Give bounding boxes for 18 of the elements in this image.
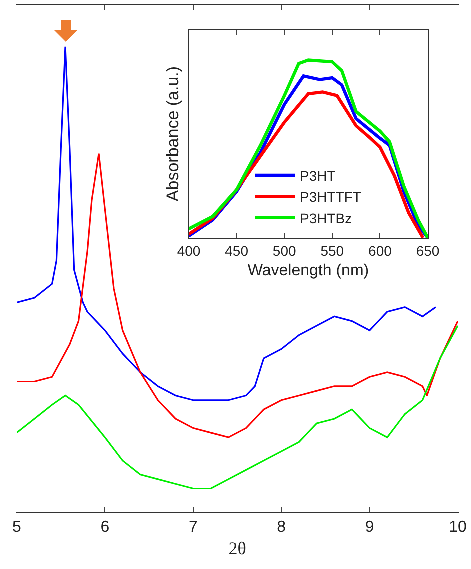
- x-tick-label: 400: [177, 242, 201, 259]
- legend-label: P3HTBz: [300, 210, 352, 226]
- x-tick-label: 7: [188, 519, 198, 536]
- x-tick-label: 500: [272, 242, 296, 259]
- x-tick-label: 550: [320, 242, 344, 259]
- legend-label: P3HT: [300, 168, 336, 184]
- x-tick-label: 10: [449, 519, 467, 536]
- x-tick-label: 6: [100, 519, 110, 536]
- x-tick-label: 9: [365, 519, 374, 536]
- x-tick-label: 650: [416, 242, 440, 259]
- x-tick-label: 8: [277, 519, 286, 536]
- x-tick-label: 450: [225, 242, 249, 259]
- legend-label: P3HTTFT: [300, 189, 362, 206]
- x-axis-title: Wavelength (nm): [248, 262, 370, 280]
- y-axis-title: Absorbance (a.u.): [164, 66, 183, 202]
- x-axis-title: 2θ: [228, 538, 246, 558]
- x-tick-label: 5: [12, 519, 22, 536]
- x-tick-label: 600: [368, 242, 392, 259]
